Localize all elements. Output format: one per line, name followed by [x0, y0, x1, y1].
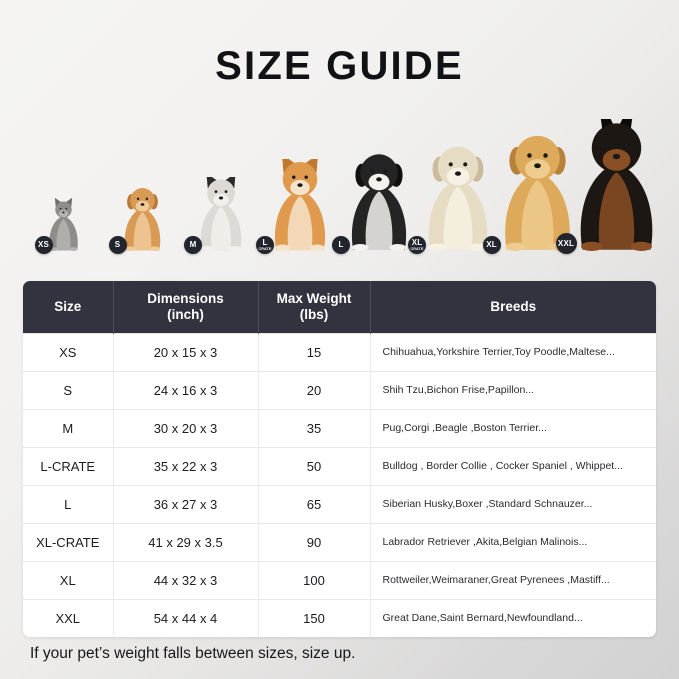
cell-dimensions: 54 x 44 x 4	[113, 598, 259, 637]
size-badge-sublabel: CRATE	[258, 246, 272, 251]
table-row: L-CRATE 35 x 22 x 3 50 Bulldog , Border Col…	[23, 446, 656, 485]
pomeranian-illustration: S	[108, 186, 168, 256]
cell-breeds: Pug,Corgi ,Beagle ,Boston Terrier...	[370, 408, 656, 447]
cell-size: XS	[23, 332, 114, 371]
cell-max-weight: 150	[258, 598, 371, 637]
animal-size-item: XL	[482, 132, 576, 256]
size-badge-label: S	[114, 240, 121, 249]
cell-breeds: Bulldog , Border Collie , Cocker Spaniel…	[370, 446, 656, 485]
yellow-labrador-illustration: XL CRATE	[408, 143, 500, 256]
cell-dimensions: 44 x 32 x 3	[113, 560, 259, 599]
table-row: M 30 x 20 x 3 35 Pug,Corgi ,Beagle ,Boston …	[23, 408, 656, 447]
animal-size-item: XL CRATE	[408, 143, 500, 256]
cell-dimensions: 30 x 20 x 3	[113, 408, 259, 447]
column-header-max-weight: Max Weight (lbs)	[258, 281, 371, 333]
sizing-advice-note: If your pet’s weight falls between sizes…	[30, 645, 356, 662]
grey-cat-illustration: XS	[34, 197, 84, 256]
size-badge-xl: XL	[482, 236, 501, 254]
cell-dimensions: 35 x 22 x 3	[113, 446, 259, 485]
table-row: XL 44 x 32 x 3 100 Rottweiler,Weimaraner,Gr…	[23, 560, 656, 599]
animal-size-item: S	[103, 186, 181, 256]
table-header-row: Size Dimensions (inch) Max Weight (lbs) …	[23, 281, 656, 333]
column-header-breeds: Breeds	[370, 281, 656, 333]
size-badge-xxl: XXL	[555, 233, 577, 254]
golden-retriever-illustration: XL	[482, 132, 584, 256]
french-bulldog-illustration: M	[184, 173, 250, 256]
animal-size-item: L	[332, 151, 418, 256]
size-badge-label: XXL	[557, 238, 575, 248]
cell-size: L	[23, 484, 114, 523]
cell-max-weight: 90	[258, 522, 371, 561]
animal-size-illustration-row: XS S M L CRATE L XL CRATE XL XXL	[23, 91, 656, 256]
cell-breeds: Siberian Husky,Boxer ,Standard Schnauzer…	[370, 484, 656, 523]
size-badge-xl-crate: XL CRATE	[408, 236, 426, 254]
border-collie-illustration: L	[332, 151, 418, 256]
cell-dimensions: 36 x 27 x 3	[113, 484, 259, 523]
table-row: L 36 x 27 x 3 65 Siberian Husky,Boxer ,Stan…	[23, 484, 656, 523]
animal-size-item: XXL	[555, 91, 655, 256]
cell-max-weight: 15	[258, 332, 371, 371]
column-header-dimensions-label: Dimensions	[147, 290, 224, 306]
cell-size: S	[23, 370, 114, 409]
size-badge-s: S	[108, 236, 127, 254]
size-badge-label: XL	[411, 237, 423, 247]
cell-breeds: Great Dane,Saint Bernard,Newfoundland...	[370, 598, 656, 637]
cell-size: XL-CRATE	[23, 522, 114, 561]
cell-dimensions: 24 x 16 x 3	[113, 370, 259, 409]
size-badge-label: L	[338, 240, 344, 249]
cell-max-weight: 35	[258, 408, 371, 447]
column-header-max-weight-label: Max Weight	[276, 290, 352, 306]
cell-breeds: Labrador Retriever ,Akita,Belgian Malino…	[370, 522, 656, 561]
size-badge-l: L	[332, 236, 350, 254]
size-badge-label: M	[189, 240, 197, 249]
animal-size-item: M	[182, 173, 260, 256]
animal-size-item: L CRATE	[256, 154, 339, 256]
table-row: XXL 54 x 44 x 4 150 Great Dane,Saint Bernar…	[23, 598, 656, 637]
table-row: S 24 x 16 x 3 20 Shih Tzu,Bichon Frise,Papi…	[23, 370, 656, 409]
size-badge-label: XL	[486, 240, 497, 249]
size-badge-label: XS	[37, 240, 50, 249]
cell-breeds: Shih Tzu,Bichon Frise,Papillon...	[370, 370, 656, 409]
table-row: XL-CRATE 41 x 29 x 3.5 90 Labrador Retrieve…	[23, 522, 656, 561]
page-title: SIZE GUIDE	[215, 44, 464, 88]
cell-max-weight: 20	[258, 370, 371, 409]
cell-breeds: Rottweiler,Weimaraner,Great Pyrenees ,Ma…	[370, 560, 656, 599]
column-header-size-label: Size	[54, 298, 82, 314]
cell-max-weight: 65	[258, 484, 371, 523]
column-header-dimensions-unit: (inch)	[167, 306, 204, 322]
cell-size: M	[23, 408, 114, 447]
cell-max-weight: 50	[258, 446, 371, 485]
shiba-inu-illustration: L CRATE	[256, 154, 336, 256]
size-badge-l-crate: L CRATE	[256, 236, 274, 254]
cell-size: XL	[23, 560, 114, 599]
cell-dimensions: 20 x 15 x 3	[113, 332, 259, 371]
cell-breeds: Chihuahua,Yorkshire Terrier,Toy Poodle,M…	[370, 332, 656, 371]
animal-size-item: XS	[24, 197, 102, 256]
table-row: XS 20 x 15 x 3 15 Chihuahua,Yorkshire Terri…	[23, 332, 656, 371]
size-chart-container: Size Dimensions (inch) Max Weight (lbs) …	[23, 281, 656, 637]
table-body: XS 20 x 15 x 3 15 Chihuahua,Yorkshire Terri…	[23, 332, 656, 637]
size-badge-label: L	[262, 237, 268, 247]
cell-size: L-CRATE	[23, 446, 114, 485]
cell-size: XXL	[23, 598, 114, 637]
cell-max-weight: 100	[258, 560, 371, 599]
column-header-breeds-label: Breeds	[490, 298, 537, 314]
size-badge-m: M	[184, 236, 202, 254]
column-header-dimensions: Dimensions (inch)	[113, 281, 259, 333]
doberman-pinscher-illustration: XXL	[555, 91, 668, 256]
cell-dimensions: 41 x 29 x 3.5	[113, 522, 259, 561]
size-badge-sublabel: CRATE	[410, 246, 424, 251]
column-header-max-weight-unit: (lbs)	[299, 306, 329, 322]
table-header: Size Dimensions (inch) Max Weight (lbs) …	[23, 281, 656, 333]
size-badge-xs: XS	[34, 236, 53, 254]
column-header-size: Size	[23, 281, 114, 333]
size-chart-table: Size Dimensions (inch) Max Weight (lbs) …	[23, 281, 656, 637]
